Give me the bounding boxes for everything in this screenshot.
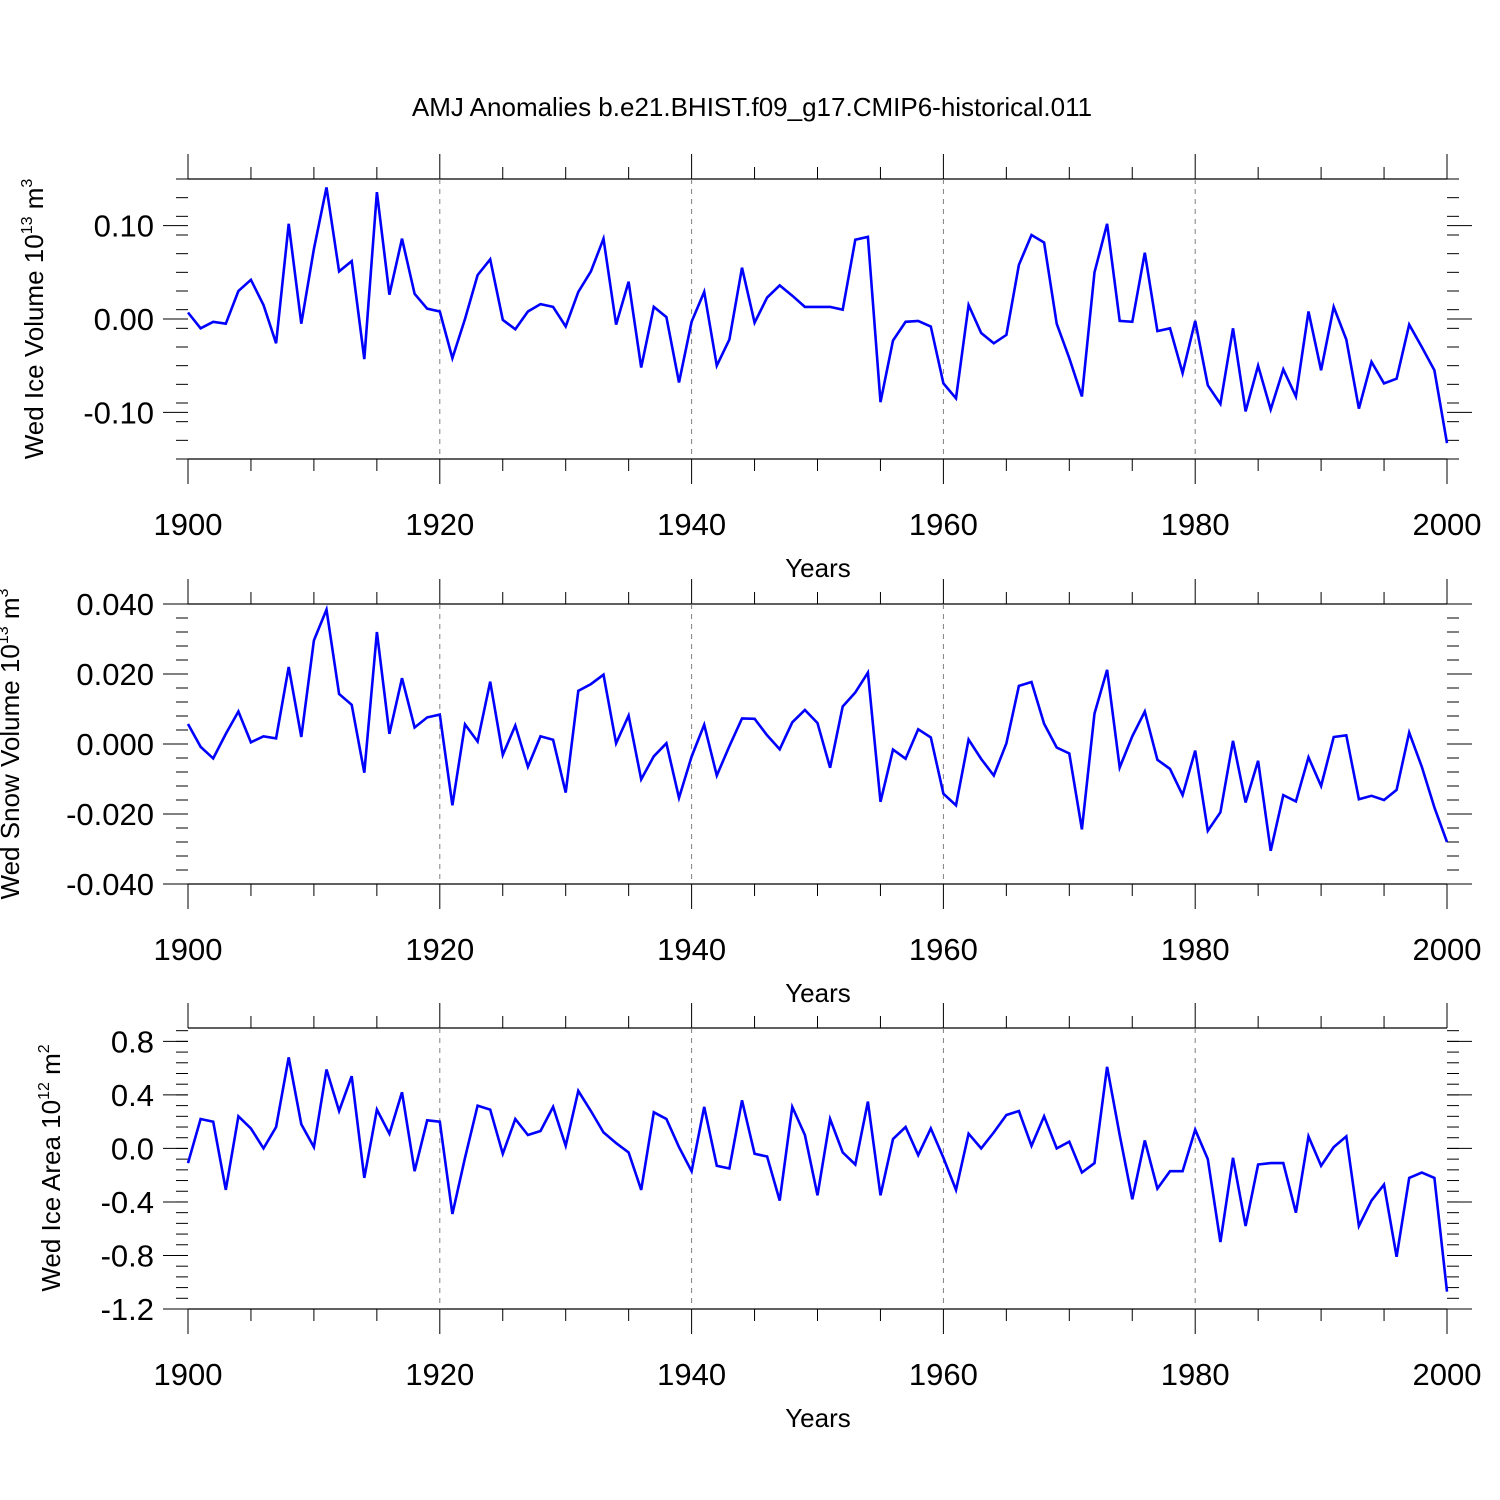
x-tick-label: 1960 [909,1357,978,1392]
y-label-unit-exponent: 2 [36,1044,53,1053]
y-label-exponent: 13 [0,626,12,644]
x-tick-label: 2000 [1413,932,1482,967]
x-axis-label: Years [785,553,851,583]
x-tick-label: 1920 [405,507,474,542]
x-tick-label: 1980 [1161,507,1230,542]
y-tick-label: 0.00 [94,302,154,337]
ice-volume-panel: 0.10 0.00 -0.10 1900 1920 1940 1960 1980 2000 Yea… [19,154,1481,583]
y-tick-label: -0.040 [66,867,154,902]
series-line [186,187,1449,444]
x-tick-label: 1960 [909,507,978,542]
y-tick-label: -0.4 [101,1185,154,1220]
x-tick-label: 1980 [1161,932,1230,967]
y-label-unit: m [0,597,25,626]
x-tick-label: 2000 [1413,1357,1482,1392]
y-label-unit-exponent: 3 [19,179,36,188]
x-tick-label: 1920 [405,1357,474,1392]
y-tick-label: 0.040 [76,587,154,622]
x-tick-label: 1940 [657,507,726,542]
y-label-unit: m [19,188,49,217]
x-axis-label: Years [785,1403,851,1433]
series-line [186,604,1449,852]
y-tick-label: -1.2 [101,1292,154,1327]
x-tick-label: 1960 [909,932,978,967]
y-tick-label: 0.020 [76,657,154,692]
y-label-main: Wed Ice Volume 10 [19,234,49,459]
x-tick-label: 1920 [405,932,474,967]
x-tick-label: 1900 [154,507,223,542]
y-label-main: Wed Snow Volume 10 [0,644,25,899]
y-tick-label: 0.000 [76,727,154,762]
x-axis-label: Years [785,978,851,1008]
y-axis-label: Wed Snow Volume 1013 m3 [0,588,25,899]
x-tick-label: 2000 [1413,507,1482,542]
chart-title: AMJ Anomalies b.e21.BHIST.f09_g17.CMIP6-… [412,92,1092,122]
y-tick-label: 0.4 [111,1078,154,1113]
y-tick-label: 0.8 [111,1024,154,1059]
y-tick-label: 0.0 [111,1131,154,1166]
y-label-unit-exponent: 3 [0,588,12,597]
y-axis-label: Wed Ice Area 1012 m2 [36,1044,66,1291]
x-tick-label: 1940 [657,1357,726,1392]
x-tick-label: 1900 [154,932,223,967]
y-label-exponent: 13 [19,216,36,234]
y-label-unit: m [36,1053,66,1082]
y-tick-label: 0.10 [94,209,154,244]
series-line [186,1057,1449,1292]
y-tick-label: -0.10 [83,395,154,430]
y-label-main: Wed Ice Area 10 [36,1100,66,1292]
y-axis-label: Wed Ice Volume 1013 m3 [19,179,49,460]
x-tick-label: 1980 [1161,1357,1230,1392]
x-tick-label: 1900 [154,1357,223,1392]
x-tick-label: 1940 [657,932,726,967]
y-tick-label: -0.8 [101,1238,154,1273]
y-label-exponent: 12 [36,1082,53,1100]
y-tick-label: -0.020 [66,797,154,832]
